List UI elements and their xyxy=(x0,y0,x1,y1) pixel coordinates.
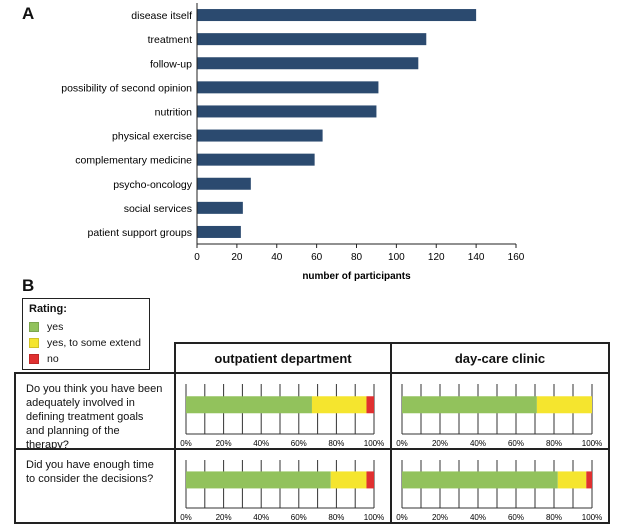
category-label-7: psycho-oncology xyxy=(113,179,193,191)
category-label-6: complementary medicine xyxy=(75,155,192,167)
legend-title: Rating: xyxy=(29,303,67,315)
segment-q2-daycare-1 xyxy=(557,471,587,489)
legend-label-yes: yes xyxy=(47,321,64,333)
column-header-outpatient: outpatient department xyxy=(174,342,392,374)
tick-label-q2-daycare-4: 80% xyxy=(546,513,562,522)
segment-q2-outpatient-0 xyxy=(186,471,331,489)
tick-label-q1-daycare-4: 80% xyxy=(546,439,562,448)
segment-q1-outpatient-1 xyxy=(311,396,367,414)
question-time: Did you have enough time to consider the… xyxy=(14,448,176,524)
bar-9 xyxy=(197,225,241,238)
segment-q2-daycare-0 xyxy=(402,471,558,489)
tick-label-q2-daycare-5: 100% xyxy=(582,513,602,522)
tick-label-q1-outpatient-1: 20% xyxy=(216,439,232,448)
tick-label-q1-daycare-5: 100% xyxy=(582,439,602,448)
tick-label-q1-outpatient-3: 60% xyxy=(291,439,307,448)
tick-label-q2-outpatient-4: 80% xyxy=(328,513,344,522)
legend-item-some: yes, to some extend xyxy=(29,337,141,349)
category-label-8: social services xyxy=(124,203,192,215)
rating-legend: Rating: yes yes, to some extend no xyxy=(22,298,150,370)
panel-b-label: B xyxy=(22,276,35,295)
legend-item-yes: yes xyxy=(29,321,63,333)
x-tick-label-1: 20 xyxy=(231,252,243,263)
question-involvement: Do you think you have been adequately in… xyxy=(14,372,176,451)
category-label-1: treatment xyxy=(148,34,192,46)
tick-label-q1-outpatient-0: 0% xyxy=(180,439,192,448)
x-tick-label-8: 160 xyxy=(508,252,525,263)
legend-swatch-some xyxy=(29,338,39,348)
legend-swatch-yes xyxy=(29,322,39,332)
segment-q1-daycare-1 xyxy=(536,396,592,414)
category-label-2: follow-up xyxy=(150,58,192,70)
segment-q2-outpatient-2 xyxy=(366,471,374,489)
tick-label-q1-daycare-0: 0% xyxy=(396,439,408,448)
bar-chart-a: disease itself treatment follow-up possibil… xyxy=(61,3,525,282)
x-tick-label-4: 80 xyxy=(351,252,363,263)
category-label-9: patient support groups xyxy=(88,227,193,239)
bar-8 xyxy=(197,201,243,214)
bar-2 xyxy=(197,57,419,70)
bar-0 xyxy=(197,9,477,22)
tick-label-q2-outpatient-3: 60% xyxy=(291,513,307,522)
rating-table: outpatient department day-care clinic Do… xyxy=(14,342,610,524)
tick-label-q1-daycare-1: 20% xyxy=(432,439,448,448)
tick-label-q1-daycare-3: 60% xyxy=(508,439,524,448)
tick-label-q2-daycare-1: 20% xyxy=(432,513,448,522)
segment-q1-daycare-0 xyxy=(402,396,537,414)
bar-3 xyxy=(197,81,379,94)
x-tick-label-5: 100 xyxy=(388,252,405,263)
bar-1 xyxy=(197,33,427,46)
bar-6 xyxy=(197,153,315,166)
legend-label-some: yes, to some extend xyxy=(47,337,141,349)
x-tick-label-0: 0 xyxy=(194,252,200,263)
tick-label-q1-outpatient-4: 80% xyxy=(328,439,344,448)
category-label-4: nutrition xyxy=(155,106,193,118)
x-tick-label-6: 120 xyxy=(428,252,445,263)
tick-label-q2-daycare-0: 0% xyxy=(396,513,408,522)
stacked-bars-b: 0% 20% 40% 60% 80% 100% 0% 20% 40% 60% 80% 100% 0% 20… xyxy=(180,384,602,522)
tick-label-q2-daycare-3: 60% xyxy=(508,513,524,522)
x-tick-label-2: 40 xyxy=(271,252,283,263)
bar-4 xyxy=(197,105,377,118)
x-axis-label: number of participants xyxy=(302,271,411,282)
segment-q2-daycare-2 xyxy=(586,471,592,489)
x-tick-label-7: 140 xyxy=(468,252,485,263)
segment-q2-outpatient-1 xyxy=(330,471,367,489)
category-label-0: disease itself xyxy=(131,10,192,22)
tick-label-q2-outpatient-2: 40% xyxy=(253,513,269,522)
x-tick-label-3: 60 xyxy=(311,252,323,263)
category-label-5: physical exercise xyxy=(112,131,192,143)
category-label-3: possibility of second opinion xyxy=(61,82,192,94)
segment-q1-outpatient-2 xyxy=(366,396,374,414)
bar-5 xyxy=(197,129,323,142)
tick-label-q1-outpatient-5: 100% xyxy=(364,439,384,448)
legend-swatch-no xyxy=(29,354,39,364)
bar-7 xyxy=(197,177,251,190)
tick-label-q2-outpatient-5: 100% xyxy=(364,513,384,522)
legend-label-no: no xyxy=(47,353,59,365)
segment-q1-outpatient-0 xyxy=(186,396,312,414)
panel-a-label: A xyxy=(22,4,35,23)
tick-label-q2-outpatient-0: 0% xyxy=(180,513,192,522)
tick-label-q2-outpatient-1: 20% xyxy=(216,513,232,522)
tick-label-q1-outpatient-2: 40% xyxy=(253,439,269,448)
legend-item-no: no xyxy=(29,353,59,365)
tick-label-q1-daycare-2: 40% xyxy=(470,439,486,448)
tick-label-q2-daycare-2: 40% xyxy=(470,513,486,522)
